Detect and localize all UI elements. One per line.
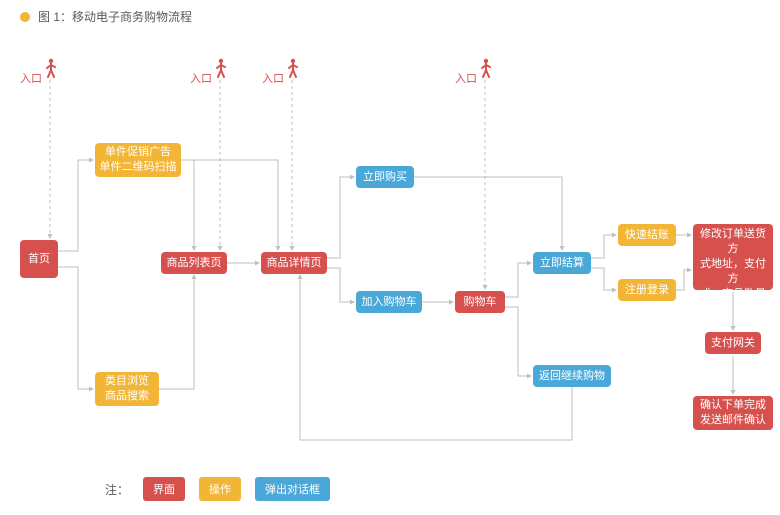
entry-label-entry-4: 入口 [455,70,477,86]
flow-edge [181,160,194,250]
flow-edge [676,270,691,290]
flow-node-order: 订单确认 修改订单送货方 式地址，支付方 式，商品数量 [693,224,773,290]
flow-node-gateway: 支付网关 [705,332,761,354]
entry-label-entry-2: 入口 [190,70,212,86]
flow-node-fast-pay: 快速结账 [618,224,676,246]
legend: 注： 界面操作弹出对话框 [105,477,330,501]
flow-node-add-cart: 加入购物车 [356,291,422,313]
flow-node-promo: 单件促销广告 单件二维码扫描 [95,143,181,177]
flow-edge [300,275,572,440]
flow-edge [591,268,616,290]
flow-node-home: 首页 [20,240,58,278]
legend-label: 注： [105,481,129,498]
flow-node-cart: 购物车 [455,291,505,313]
flow-edge [591,235,616,258]
flow-edge [58,267,93,389]
leg-operation: 操作 [199,477,241,501]
leg-dialog: 弹出对话框 [255,477,330,501]
flow-edge [181,160,278,250]
flow-node-continue: 返回继续购物 [533,365,611,387]
flow-node-confirm: 确认下单完成 发送邮件确认 [693,396,773,430]
flow-node-register: 注册登录 [618,279,676,301]
flow-node-checkout: 立即结算 [533,252,591,274]
flow-edge [505,307,531,376]
pedestrian-icon [44,58,58,78]
leg-interface: 界面 [143,477,185,501]
pedestrian-icon [479,58,493,78]
flow-edge [58,160,93,251]
pedestrian-icon [214,58,228,78]
flow-edge [327,177,354,258]
flow-edge [159,275,194,389]
flow-node-detail: 商品详情页 [261,252,327,274]
pedestrian-icon [286,58,300,78]
flow-edge [414,177,562,250]
flow-node-buy-now: 立即购买 [356,166,414,188]
flow-edges-layer [0,0,780,515]
flow-edge [505,263,531,297]
flow-node-browse: 类目浏览 商品搜索 [95,372,159,406]
entry-label-entry-1: 入口 [20,70,42,86]
entry-label-entry-3: 入口 [262,70,284,86]
flow-node-list: 商品列表页 [161,252,227,274]
flow-edge [327,268,354,302]
